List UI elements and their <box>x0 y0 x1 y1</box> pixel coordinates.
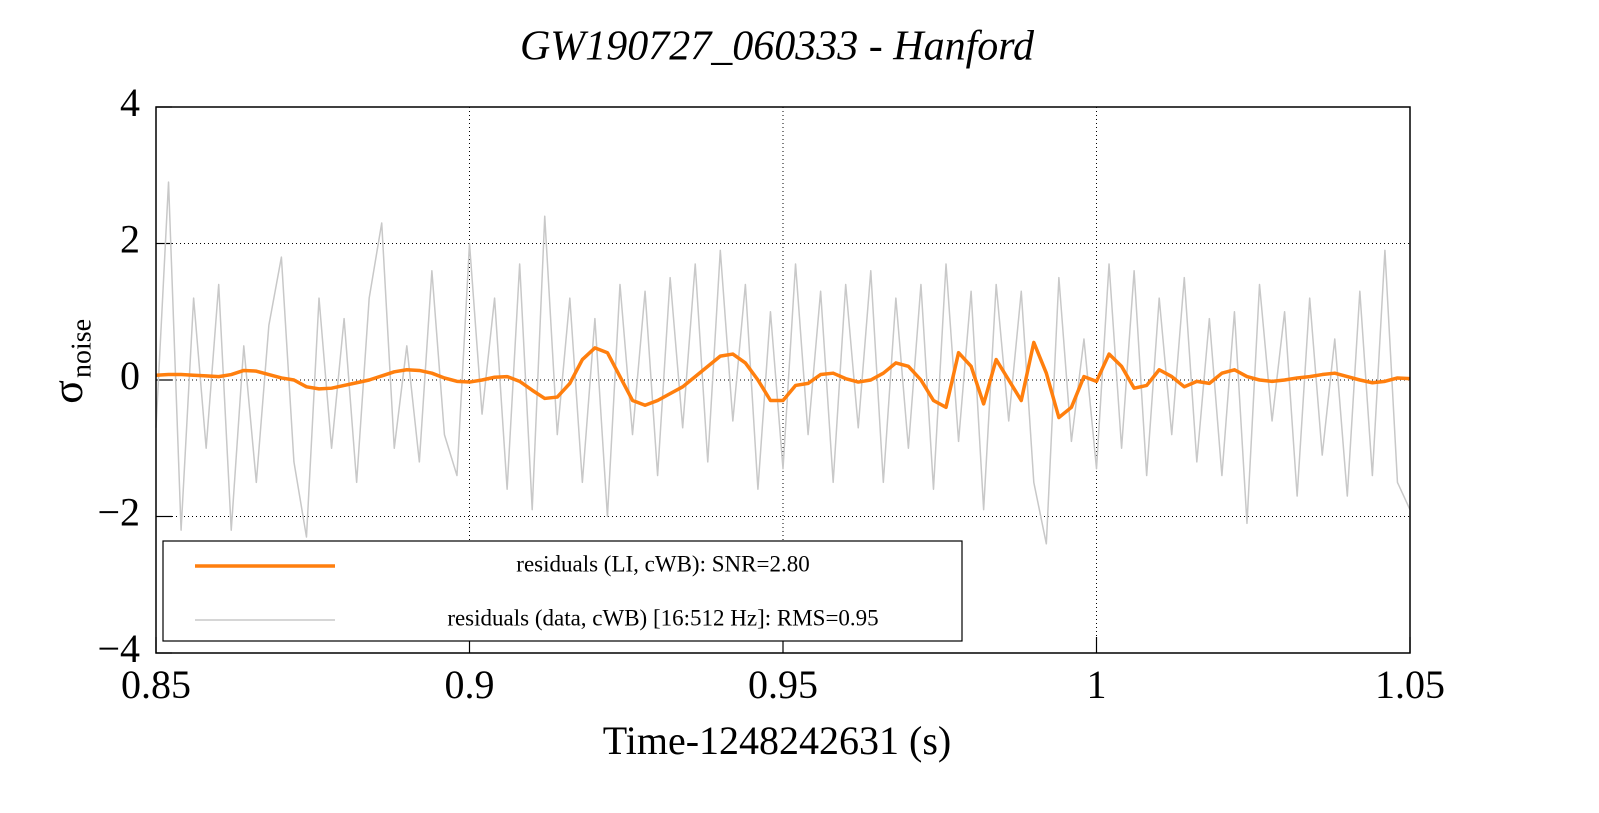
x-tick-label: 1.05 <box>1375 662 1445 707</box>
plot-frame <box>155 106 1411 654</box>
x-tick-label: 1 <box>1087 662 1107 707</box>
x-axis-label: Time-1248242631 (s) <box>603 718 952 763</box>
y-tick-label: 4 <box>120 80 140 125</box>
chart-title: GW190727_060333 - Hanford <box>520 24 1035 70</box>
y-tick-label: −2 <box>97 490 140 535</box>
x-tick-label: 0.9 <box>445 662 495 707</box>
legend-label: residuals (data, cWB) [16:512 Hz]: RMS=0… <box>447 605 878 630</box>
legend-box <box>162 540 963 642</box>
y-axis-label: σ noise <box>43 319 97 404</box>
data-line <box>155 181 1411 545</box>
y-tick-label: −4 <box>97 626 140 671</box>
y-tick-label: 2 <box>120 217 140 262</box>
x-tick-label: 0.85 <box>121 662 191 707</box>
y-axis-label-subscript: noise <box>66 319 97 378</box>
legend: residuals (LI, cWB): SNR=2.80 residuals (… <box>162 540 963 642</box>
x-tick-label: 0.95 <box>748 662 818 707</box>
y-axis-label-symbol: σ <box>43 380 92 404</box>
legend-label: residuals (LI, cWB): SNR=2.80 <box>516 551 809 576</box>
data-line <box>155 340 1411 420</box>
y-tick-label: 0 <box>120 353 140 398</box>
